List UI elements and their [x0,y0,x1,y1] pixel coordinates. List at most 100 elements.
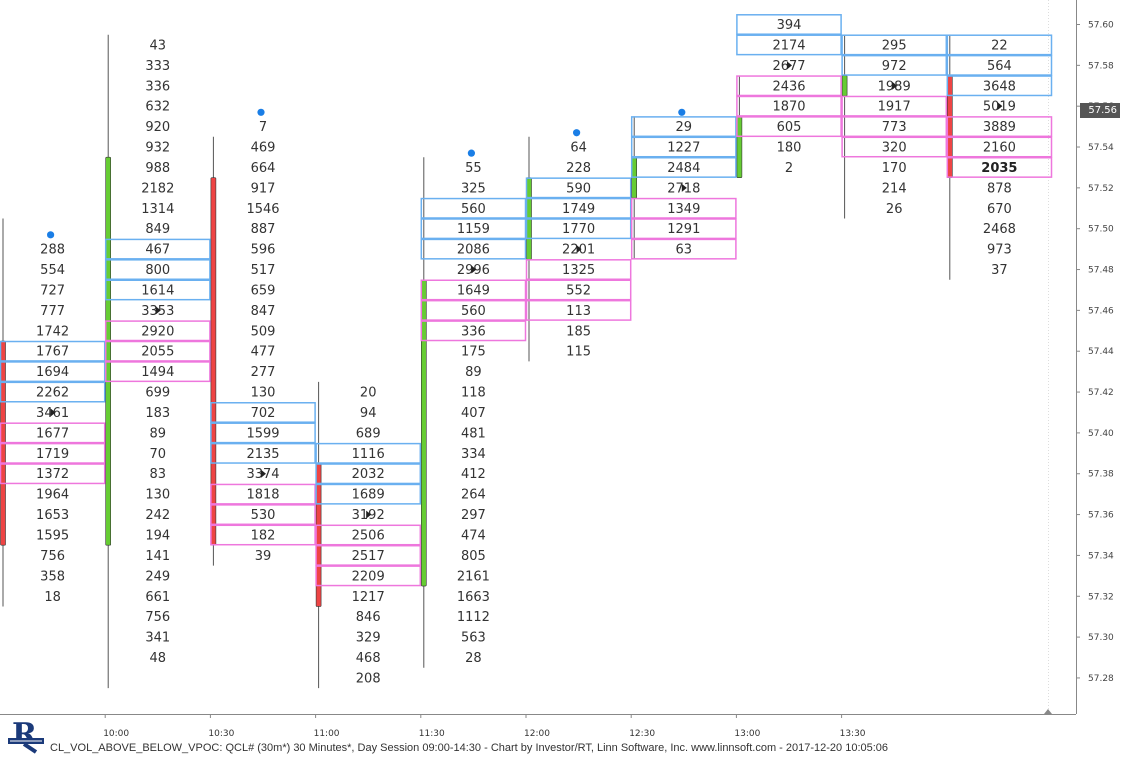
price-tick-label: 57.36 [1088,511,1114,521]
below-vpoc-box [420,279,527,301]
above-vpoc-box [525,218,632,240]
volume-cell: 412 [461,467,486,482]
volume-cell: 1964 [36,488,69,503]
candle-body [105,156,111,546]
volume-cell: 185 [566,324,591,339]
below-vpoc-box [946,116,1053,138]
below-vpoc-box [736,95,842,117]
volume-cell: 89 [465,365,482,380]
volume-cell: 1595 [36,529,69,544]
signal-dot-icon [467,149,475,157]
below-vpoc-box [104,340,211,362]
volume-cell: 341 [145,631,170,646]
volume-cell: 83 [150,467,167,482]
below-vpoc-box [525,279,632,301]
volume-cell: 800 [145,263,170,278]
below-vpoc-box [736,116,842,138]
below-vpoc-box [630,197,737,219]
volume-cell: 596 [251,243,276,258]
above-vpoc-box [420,218,527,240]
above-vpoc-box [104,259,211,280]
above-vpoc-box [0,340,106,362]
above-vpoc-box [104,279,211,301]
signal-dot-icon [47,231,55,239]
volume-cell: 932 [145,141,170,156]
volume-cell: 2484 [667,161,700,176]
above-vpoc-box [841,54,948,76]
time-tick-label: 13:30 [840,729,866,739]
volume-cell: 63 [676,243,693,258]
volume-cell: 560 [461,202,486,217]
volume-cell: 94 [360,406,377,421]
volume-cell: 699 [145,386,170,401]
volume-cell: 1749 [562,202,595,217]
volume-cell: 130 [145,488,170,503]
above-vpoc-box [210,422,316,444]
volume-cell: 2209 [352,569,385,584]
time-tick-label: 12:30 [629,729,655,739]
volume-cell: 670 [987,202,1012,217]
price-tick-label: 57.48 [1088,266,1114,276]
volume-cell: 805 [461,549,486,564]
volume-cell: 2055 [141,345,174,360]
volume-cell: 2517 [352,549,385,564]
volume-cell: 1372 [36,467,69,482]
above-vpoc-box [525,177,632,199]
volume-cell: 878 [987,181,1012,196]
volume-cell: 988 [145,161,170,176]
above-vpoc-box [315,442,422,464]
candle-body [736,116,743,178]
volume-cell: 70 [150,447,167,462]
below-vpoc-box [841,95,948,117]
volume-cell: 1870 [772,100,805,115]
above-vpoc-box [946,34,1053,56]
volume-cell: 28 [465,651,482,666]
volume-cell: 26 [886,202,903,217]
volume-cell: 664 [251,161,276,176]
volume-cell: 1314 [141,202,174,217]
volume-cell: 180 [777,141,802,156]
volume-cell: 477 [251,345,276,360]
above-vpoc-box [420,197,527,219]
price-tick-label: 57.54 [1088,143,1114,153]
volume-cell: 175 [461,345,486,360]
volume-cell: 920 [145,120,170,135]
volume-cell: 1159 [457,222,490,237]
marker-layer [47,61,1003,519]
volume-cell: 141 [145,549,170,564]
volume-cell: 1227 [667,141,700,156]
volume-cell: 333 [145,59,170,74]
volume-cell: 887 [251,222,276,237]
above-vpoc-box [946,75,1053,97]
volume-cell: 846 [356,610,381,625]
volume-cell: 474 [461,529,486,544]
volume-cell: 183 [145,406,170,421]
vpoc-marker-icon [471,265,477,274]
volume-cell: 43 [150,38,167,53]
volume-cell: 336 [145,79,170,94]
volume-cell: 288 [40,243,65,258]
volume-cell: 564 [987,59,1012,74]
volume-cell: 249 [145,569,170,584]
above-vpoc-box [841,34,948,56]
volume-cell: 1818 [246,488,279,503]
below-vpoc-box [525,259,632,280]
volume-cell: 1917 [878,100,911,115]
volume-cell: 1653 [36,508,69,523]
volume-cell: 20 [360,386,377,401]
volume-cell: 2920 [141,324,174,339]
above-vpoc-box [315,483,422,505]
time-tick-label: 11:30 [419,729,445,739]
volume-cell: 37 [991,263,1008,278]
below-vpoc-box [420,299,527,321]
chart-footer: CL_VOL_ABOVE_BELOW_VPOC: QCL# (30m*) 30 … [50,742,889,754]
volume-cell: 773 [882,120,907,135]
volume-cell: 467 [145,243,170,258]
vpoc-marker-icon [681,183,687,192]
above-vpoc-box [630,116,737,138]
below-vpoc-box [210,524,316,546]
volume-cell: 563 [461,631,486,646]
volume-cell: 689 [356,426,381,441]
